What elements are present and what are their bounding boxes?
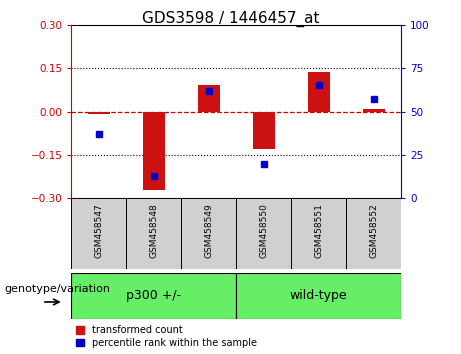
Bar: [236, 198, 291, 269]
Text: wild-type: wild-type: [290, 289, 348, 302]
Text: GDS3598 / 1446457_at: GDS3598 / 1446457_at: [142, 11, 319, 27]
Text: GSM458552: GSM458552: [369, 203, 378, 258]
Bar: [253, 112, 275, 149]
Text: GSM458549: GSM458549: [204, 203, 213, 258]
Bar: [143, 112, 165, 190]
Text: p300 +/-: p300 +/-: [126, 289, 182, 302]
Bar: [181, 198, 236, 269]
Bar: [71, 198, 126, 269]
Text: genotype/variation: genotype/variation: [5, 284, 111, 293]
Bar: [291, 198, 346, 269]
Text: GSM458547: GSM458547: [95, 203, 103, 258]
Text: GSM458551: GSM458551: [314, 203, 323, 258]
Bar: [126, 198, 181, 269]
Bar: [236, 273, 401, 319]
Bar: [198, 86, 220, 112]
Bar: [71, 273, 236, 319]
Text: GSM458550: GSM458550: [259, 203, 268, 258]
Legend: transformed count, percentile rank within the sample: transformed count, percentile rank withi…: [77, 325, 257, 348]
Text: GSM458548: GSM458548: [149, 203, 159, 258]
Bar: [307, 73, 330, 112]
Bar: [88, 112, 110, 114]
Bar: [346, 198, 401, 269]
Bar: [363, 109, 384, 112]
